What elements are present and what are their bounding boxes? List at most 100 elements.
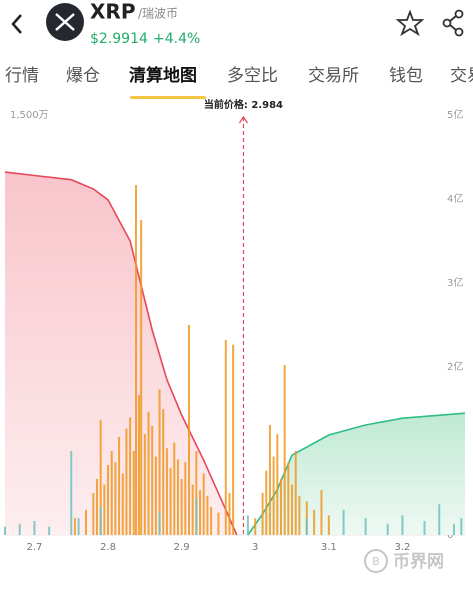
y2-tick-label: 4亿 xyxy=(447,192,463,205)
bar xyxy=(206,495,209,535)
area-fill xyxy=(5,172,237,535)
bar xyxy=(48,526,51,535)
x-tick-label: 3.1 xyxy=(321,542,337,553)
current-price-arrow xyxy=(238,115,248,124)
bar xyxy=(18,523,21,535)
bar xyxy=(199,490,202,535)
y2-tick-label: 3亿 xyxy=(447,276,463,289)
bar xyxy=(313,509,316,535)
bar xyxy=(110,451,113,535)
watermark-text: 币界网 xyxy=(393,552,444,572)
bar xyxy=(298,495,301,535)
y-tick-label: 1,500万 xyxy=(10,110,49,121)
bar xyxy=(265,470,268,535)
y2-tick-label: 0 xyxy=(447,530,453,541)
bar xyxy=(246,515,249,535)
bar xyxy=(254,518,257,535)
bar xyxy=(364,518,367,535)
bar xyxy=(125,428,128,535)
y2-tick-label: 2亿 xyxy=(447,360,463,373)
bar xyxy=(438,504,441,535)
x-tick-label: 3 xyxy=(252,542,258,553)
bar xyxy=(77,518,80,535)
bar xyxy=(70,451,73,535)
bar xyxy=(162,409,165,535)
bar xyxy=(135,185,138,535)
bar xyxy=(84,509,87,535)
bar xyxy=(320,490,323,535)
bar xyxy=(191,484,194,535)
tab-indicator xyxy=(130,96,206,99)
bar xyxy=(165,448,168,535)
current-price-label: 当前价格: 2.984 xyxy=(204,98,283,111)
favorite-button[interactable] xyxy=(395,9,425,37)
bar xyxy=(460,518,463,535)
bar xyxy=(210,507,213,535)
bar xyxy=(195,451,198,535)
bar xyxy=(114,462,117,535)
tab[interactable]: 多空比 xyxy=(227,66,278,86)
tab-bar: 行情 爆仓 清算地图 多空比 交易所 钱包 交易 xyxy=(5,65,473,86)
bar xyxy=(99,507,102,535)
bar xyxy=(151,425,154,535)
bar xyxy=(232,344,235,535)
x-tick-label: 2.9 xyxy=(174,542,190,553)
bar xyxy=(291,484,294,535)
symbol: XRP xyxy=(90,0,135,24)
bar xyxy=(99,420,102,535)
bar xyxy=(180,479,183,535)
bar xyxy=(342,509,345,535)
bar xyxy=(107,465,110,535)
bar xyxy=(294,451,297,535)
tab[interactable]: 交易 xyxy=(450,66,473,86)
bar xyxy=(228,493,231,535)
bar xyxy=(118,437,121,535)
bar xyxy=(129,417,132,535)
bar xyxy=(401,515,404,535)
bar xyxy=(137,395,140,535)
cumulative-line xyxy=(247,412,466,536)
bar xyxy=(154,456,157,535)
x-tick-label: 2.7 xyxy=(26,542,42,553)
share-button[interactable] xyxy=(442,9,464,37)
bar xyxy=(132,451,135,535)
bar xyxy=(173,442,176,535)
price: $2.9914 xyxy=(90,31,148,47)
bar xyxy=(217,512,220,535)
bar xyxy=(92,493,95,535)
tab[interactable]: 行情 xyxy=(5,66,39,86)
bar xyxy=(327,515,330,535)
x-tick-label: 2.8 xyxy=(100,542,116,553)
coin-logo xyxy=(46,3,84,41)
bar xyxy=(224,340,227,535)
area-fill xyxy=(247,413,465,535)
bar xyxy=(158,389,161,535)
back-button[interactable] xyxy=(11,14,22,34)
price-change: +4.4% xyxy=(153,31,200,47)
bar xyxy=(276,434,279,535)
bar xyxy=(287,462,290,535)
x-tick-label: 3.2 xyxy=(394,542,410,553)
y2-tick-label: 5亿 xyxy=(447,108,463,121)
bar xyxy=(188,325,190,535)
bar xyxy=(147,411,150,535)
bar xyxy=(33,521,36,535)
bar xyxy=(268,424,271,535)
bar xyxy=(103,484,106,535)
bar xyxy=(169,467,172,535)
bar xyxy=(143,434,146,535)
watermark: B 币界网 xyxy=(364,549,444,573)
bar xyxy=(305,518,308,535)
tab[interactable]: 爆仓 xyxy=(66,66,100,86)
bar xyxy=(73,518,76,535)
bar xyxy=(158,512,161,535)
bar xyxy=(4,526,6,535)
tab[interactable]: 交易所 xyxy=(308,66,359,86)
bar xyxy=(283,365,286,535)
bar xyxy=(272,456,275,535)
tab[interactable]: 清算地图 xyxy=(129,65,197,86)
tab[interactable]: 钱包 xyxy=(389,66,423,86)
chart: 300万600万900万1,200万1,500万01亿2亿3亿4亿5亿2.72.… xyxy=(4,98,466,553)
bar xyxy=(202,473,205,535)
